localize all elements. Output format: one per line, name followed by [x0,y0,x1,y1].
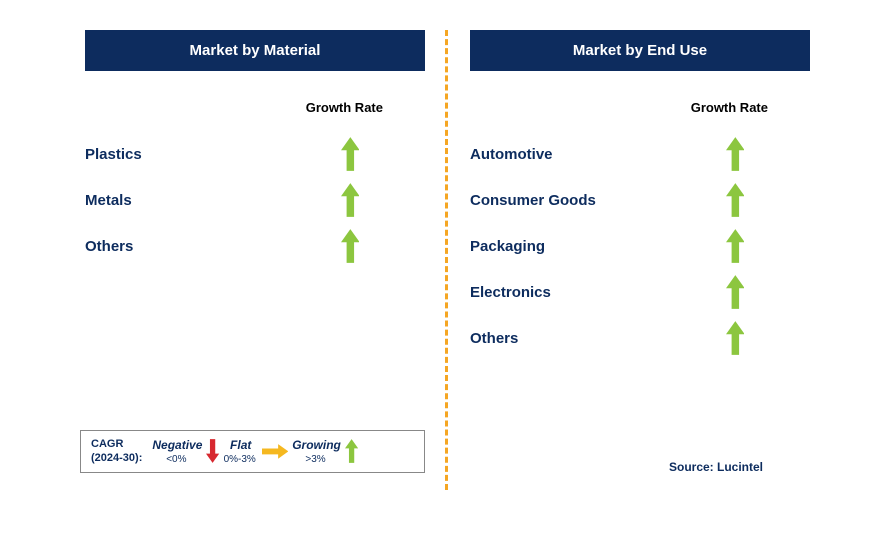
table-row: Others [470,315,810,361]
legend-negative-label: Negative [152,438,202,452]
row-label: Metals [85,192,305,209]
row-label: Others [85,238,305,255]
legend-growing-range: >3% [305,454,325,465]
table-row: Consumer Goods [470,177,810,223]
table-row: Electronics [470,269,810,315]
table-row: Automotive [470,131,810,177]
row-label: Automotive [470,146,690,163]
panel-header-enduse: Market by End Use [470,30,810,71]
vertical-divider [445,30,448,490]
row-label: Packaging [470,238,690,255]
arrow-up-icon [305,229,395,263]
legend-cagr-line1: CAGR [91,438,123,450]
arrow-up-icon [305,183,395,217]
column-header-growth-left: Growth Rate [306,100,383,115]
table-row: Packaging [470,223,810,269]
arrow-up-icon [690,137,780,171]
arrow-right-icon [262,443,288,460]
row-label: Electronics [470,284,690,301]
legend-growing: Growing >3% [292,438,358,465]
arrow-down-icon [206,439,219,463]
table-row: Plastics [85,131,425,177]
legend-negative: Negative <0% [152,438,219,465]
source-label: Source: Lucintel [669,460,763,474]
panel-header-material: Market by Material [85,30,425,71]
table-row: Others [85,223,425,269]
legend-cagr-line2: (2024-30): [91,452,142,464]
arrow-up-icon [305,137,395,171]
legend-flat: Flat 0%-3% [224,438,289,465]
legend-cagr-label: CAGR (2024-30): [91,437,142,466]
legend-flat-label: Flat [230,438,251,452]
panel-title-enduse: Market by End Use [573,42,707,59]
arrow-up-icon [690,229,780,263]
row-label: Others [470,330,690,347]
row-label: Plastics [85,146,305,163]
panel-market-by-enduse: Market by End Use Growth Rate Automotive… [470,30,810,361]
panel-title-material: Market by Material [190,42,321,59]
row-label: Consumer Goods [470,192,690,209]
rows-enduse: Automotive Consumer Goods Packaging Elec… [470,131,810,361]
legend-negative-range: <0% [166,454,186,465]
panel-market-by-material: Market by Material Growth Rate Plastics … [85,30,425,269]
arrow-up-icon [690,321,780,355]
rows-material: Plastics Metals Others [85,131,425,269]
infographic-container: Market by Material Growth Rate Plastics … [60,30,833,513]
column-header-growth-right: Growth Rate [691,100,768,115]
legend-flat-range: 0%-3% [224,454,256,465]
arrow-up-icon [690,275,780,309]
arrow-up-icon [690,183,780,217]
arrow-up-icon [345,439,358,463]
table-row: Metals [85,177,425,223]
legend-growing-label: Growing [292,438,341,452]
legend-box: CAGR (2024-30): Negative <0% Flat 0%-3% … [80,430,425,473]
